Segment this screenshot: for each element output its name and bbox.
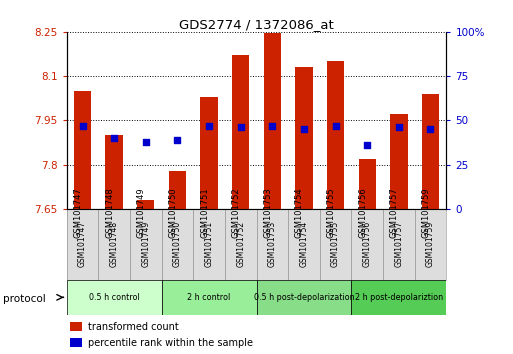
- Bar: [193, 209, 225, 280]
- Bar: [415, 209, 446, 280]
- Text: transformed count: transformed count: [88, 322, 179, 332]
- Bar: [98, 209, 130, 280]
- Bar: [383, 209, 415, 280]
- Bar: [193, 209, 225, 280]
- Bar: [422, 94, 439, 209]
- Bar: [201, 97, 218, 209]
- Bar: [162, 209, 193, 280]
- Point: [78, 123, 87, 129]
- Bar: [256, 209, 288, 280]
- Bar: [67, 280, 162, 315]
- Bar: [256, 280, 351, 315]
- Text: GSM101757: GSM101757: [394, 221, 403, 267]
- Point: [363, 142, 371, 148]
- Bar: [169, 171, 186, 209]
- Bar: [383, 209, 415, 280]
- Text: GSM101757: GSM101757: [390, 187, 399, 238]
- Bar: [162, 209, 193, 280]
- Text: 2 h control: 2 h control: [187, 293, 231, 302]
- Text: GSM101755: GSM101755: [327, 187, 336, 238]
- Text: GSM101753: GSM101753: [268, 221, 277, 267]
- Bar: [320, 209, 351, 280]
- Text: GSM101750: GSM101750: [173, 221, 182, 267]
- Text: 2 h post-depolariztion: 2 h post-depolariztion: [355, 293, 443, 302]
- Bar: [225, 209, 256, 280]
- Text: GSM101759: GSM101759: [422, 187, 430, 238]
- Bar: [162, 280, 256, 315]
- Text: GSM101751: GSM101751: [205, 221, 213, 267]
- Text: GSM101748: GSM101748: [105, 187, 114, 238]
- Bar: [256, 209, 288, 280]
- Point: [173, 137, 182, 143]
- Point: [331, 123, 340, 129]
- Bar: [351, 209, 383, 280]
- Bar: [98, 209, 130, 280]
- Bar: [327, 61, 344, 209]
- Bar: [390, 114, 407, 209]
- Bar: [359, 159, 376, 209]
- Bar: [137, 200, 154, 209]
- Bar: [351, 209, 383, 280]
- Bar: [320, 209, 351, 280]
- Text: GSM101756: GSM101756: [358, 187, 367, 238]
- Text: percentile rank within the sample: percentile rank within the sample: [88, 338, 252, 348]
- Text: GSM101749: GSM101749: [137, 187, 146, 238]
- Title: GDS2774 / 1372086_at: GDS2774 / 1372086_at: [179, 18, 334, 31]
- Text: GSM101756: GSM101756: [363, 221, 372, 267]
- Bar: [232, 56, 249, 209]
- Bar: [288, 209, 320, 280]
- Text: GSM101748: GSM101748: [110, 221, 119, 267]
- Bar: [67, 209, 98, 280]
- Bar: [74, 91, 91, 209]
- Bar: [415, 209, 446, 280]
- Text: GSM101747: GSM101747: [78, 221, 87, 267]
- Text: GSM101754: GSM101754: [300, 221, 308, 267]
- Bar: [264, 33, 281, 209]
- Bar: [130, 209, 162, 280]
- Point: [236, 125, 245, 130]
- Bar: [70, 338, 82, 347]
- Point: [142, 139, 150, 144]
- Text: GSM101750: GSM101750: [168, 187, 177, 238]
- Text: GSM101753: GSM101753: [263, 187, 272, 238]
- Text: protocol: protocol: [3, 294, 45, 304]
- Text: GSM101759: GSM101759: [426, 221, 435, 267]
- Point: [110, 135, 118, 141]
- Bar: [295, 67, 312, 209]
- Point: [300, 126, 308, 132]
- Bar: [288, 209, 320, 280]
- Text: GSM101752: GSM101752: [232, 187, 241, 238]
- Text: GSM101754: GSM101754: [295, 187, 304, 238]
- Text: GSM101755: GSM101755: [331, 221, 340, 267]
- Bar: [351, 280, 446, 315]
- Text: GSM101749: GSM101749: [141, 221, 150, 267]
- Text: 0.5 h post-depolarization: 0.5 h post-depolarization: [253, 293, 354, 302]
- Text: GSM101747: GSM101747: [73, 187, 83, 238]
- Point: [394, 125, 403, 130]
- Text: GSM101752: GSM101752: [236, 221, 245, 267]
- Bar: [106, 135, 123, 209]
- Text: 0.5 h control: 0.5 h control: [89, 293, 140, 302]
- Bar: [70, 322, 82, 331]
- Bar: [67, 209, 98, 280]
- Bar: [225, 209, 256, 280]
- Point: [426, 126, 435, 132]
- Bar: [130, 209, 162, 280]
- Point: [268, 123, 277, 129]
- Point: [205, 123, 213, 129]
- Text: GSM101751: GSM101751: [200, 187, 209, 238]
